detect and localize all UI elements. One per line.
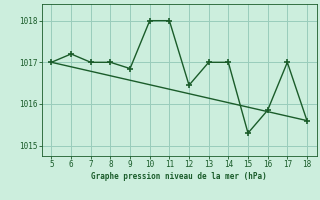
X-axis label: Graphe pression niveau de la mer (hPa): Graphe pression niveau de la mer (hPa) [91, 172, 267, 181]
